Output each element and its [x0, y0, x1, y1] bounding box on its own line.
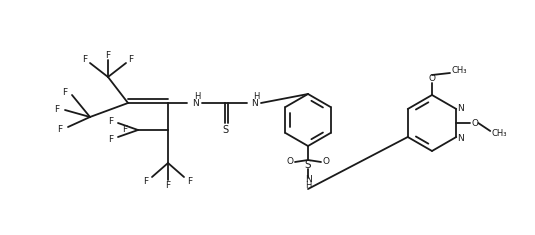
Text: S: S — [222, 125, 228, 135]
Text: H: H — [194, 91, 200, 101]
Text: H: H — [253, 91, 259, 101]
Text: F: F — [55, 105, 59, 114]
Text: F: F — [109, 136, 113, 145]
Text: F: F — [82, 55, 88, 63]
Text: F: F — [57, 125, 63, 134]
Text: CH₃: CH₃ — [492, 129, 507, 138]
Text: F: F — [165, 181, 171, 191]
Text: O: O — [323, 157, 330, 167]
Text: N: N — [304, 176, 311, 184]
Text: N: N — [192, 98, 198, 107]
Text: N: N — [457, 133, 464, 142]
Text: S: S — [305, 160, 311, 170]
Text: F: F — [128, 55, 134, 63]
Text: F: F — [187, 177, 193, 187]
Text: H: H — [305, 181, 311, 191]
Text: F: F — [109, 117, 113, 125]
Text: CH₃: CH₃ — [451, 66, 467, 74]
Text: F: F — [63, 87, 67, 97]
Text: N: N — [457, 103, 464, 113]
Text: F: F — [143, 177, 149, 187]
Text: F: F — [123, 125, 127, 134]
Text: N: N — [250, 98, 257, 107]
Text: F: F — [105, 51, 111, 59]
Text: O: O — [472, 118, 479, 128]
Text: O: O — [287, 157, 294, 167]
Text: O: O — [429, 74, 435, 82]
